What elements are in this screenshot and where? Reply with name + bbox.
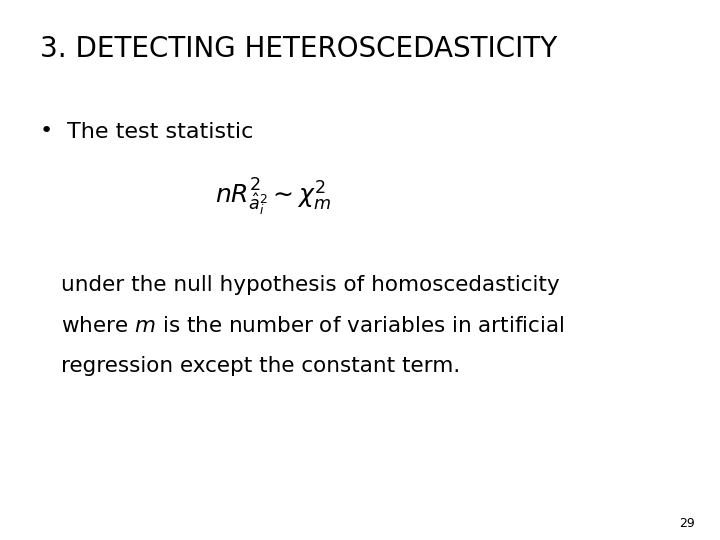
Text: 3. DETECTING HETEROSCEDASTICITY: 3. DETECTING HETEROSCEDASTICITY [40, 35, 557, 63]
Text: 29: 29 [679, 517, 695, 530]
Text: where $m$ is the number of variables in artificial: where $m$ is the number of variables in … [61, 316, 564, 336]
Text: under the null hypothesis of homoscedasticity: under the null hypothesis of homoscedast… [61, 275, 560, 295]
Text: The test statistic: The test statistic [67, 122, 253, 141]
Text: $nR^{2}_{\hat{a}^{2}_{i}} \sim \chi^{2}_{m}$: $nR^{2}_{\hat{a}^{2}_{i}} \sim \chi^{2}_… [215, 177, 332, 218]
Text: •: • [40, 122, 53, 141]
Text: regression except the constant term.: regression except the constant term. [61, 356, 461, 376]
